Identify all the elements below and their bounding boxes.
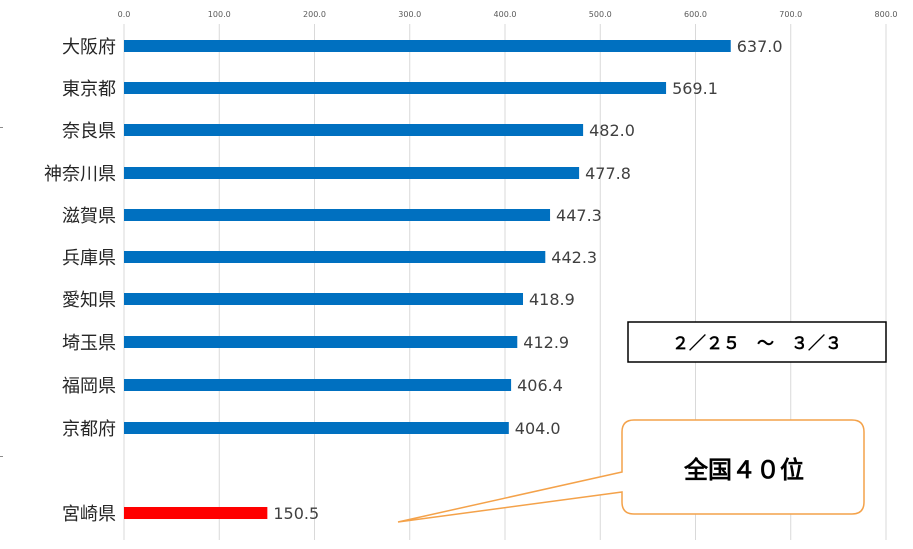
left-frame-tick [0,127,3,128]
category-label: 滋賀県 [62,206,116,227]
bar [124,293,524,305]
rank-text: 全国４０位 [683,456,804,484]
value-label: 442.3 [551,248,597,267]
bar [124,82,667,94]
bar [124,40,731,52]
category-label: 大阪府 [62,37,116,58]
x-tick-label: 0.0 [118,10,131,19]
x-tick-label: 800.0 [875,10,898,19]
category-label: 兵庫県 [62,248,116,269]
bar [124,422,509,434]
value-label: 637.0 [737,37,783,56]
bar [124,251,546,263]
value-label: 404.0 [515,419,561,438]
bar [124,507,268,519]
bar [124,209,551,221]
category-label: 愛知県 [62,290,116,311]
category-label: 奈良県 [62,121,116,142]
category-label: 埼玉県 [62,333,116,354]
x-tick-label: 200.0 [303,10,326,19]
x-tick-label: 100.0 [208,10,231,19]
category-label: 福岡県 [62,376,116,397]
bar [124,379,512,391]
value-label: 477.8 [585,164,631,183]
category-label: 東京都 [62,79,116,100]
bar [124,167,580,179]
period-box [627,321,887,363]
category-label: 宮崎県 [62,504,116,525]
rank-callout-shape [397,419,865,523]
rank-callout: 全国４０位 [397,419,865,523]
value-label: 412.9 [523,333,569,352]
category-label: 京都府 [62,419,116,440]
x-axis-tick-labels: 0.0 100.0 200.0 300.0 400.0 500.0 600.0 700.0 80… [118,10,898,19]
x-tick-label: 700.0 [779,10,802,19]
x-tick-label: 500.0 [589,10,612,19]
left-frame-tick [0,456,3,457]
value-label: 482.0 [589,121,635,140]
value-label: 418.9 [529,290,575,309]
x-tick-label: 600.0 [684,10,707,19]
grid [123,24,887,540]
value-labels: 637.0 569.1 482.0 477.8 447.3 442.3 418.9 412.9… [273,37,782,523]
period-annotation: ２／２５ ～ ３／３ [627,321,887,363]
value-label: 447.3 [556,206,602,225]
bar [124,124,584,136]
category-label: 神奈川県 [44,164,116,185]
bar [124,336,518,348]
period-text: ２／２５ ～ ３／３ [672,333,842,354]
value-label: 406.4 [517,376,563,395]
value-label: 569.1 [672,79,718,98]
x-tick-label: 400.0 [494,10,517,19]
x-tick-label: 300.0 [398,10,421,19]
value-label: 150.5 [273,504,319,523]
bars [124,40,731,519]
